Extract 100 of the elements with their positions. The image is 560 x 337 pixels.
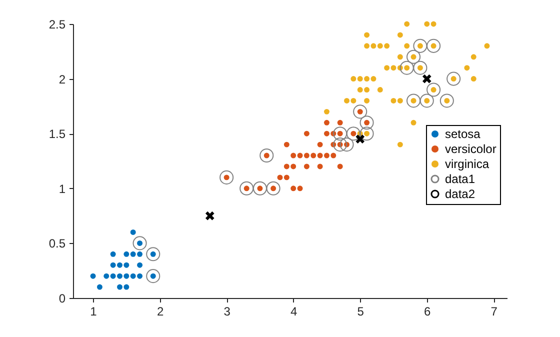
point xyxy=(205,210,215,221)
point xyxy=(124,284,130,290)
point xyxy=(324,152,330,158)
point xyxy=(110,273,116,279)
point xyxy=(324,108,330,114)
point xyxy=(110,251,116,257)
point xyxy=(340,138,354,152)
point xyxy=(130,251,136,257)
point xyxy=(384,65,390,71)
point xyxy=(104,273,110,279)
point xyxy=(90,273,96,279)
point xyxy=(470,76,476,82)
legend-label: setosa xyxy=(445,127,481,141)
x-tick-label: 4 xyxy=(290,304,298,318)
point xyxy=(484,43,490,49)
point xyxy=(146,247,160,262)
point xyxy=(426,82,441,97)
point xyxy=(260,148,274,163)
point xyxy=(370,76,376,82)
point xyxy=(364,98,370,104)
point xyxy=(397,32,403,38)
point xyxy=(117,273,122,279)
point xyxy=(330,152,336,158)
point xyxy=(96,284,102,290)
point xyxy=(360,116,374,130)
x-tick-label: 3 xyxy=(224,304,231,318)
point xyxy=(410,120,416,126)
point xyxy=(290,164,296,170)
y-tick-label: 1.5 xyxy=(48,127,66,142)
point xyxy=(110,262,116,268)
point xyxy=(290,152,296,158)
point xyxy=(350,76,356,82)
point xyxy=(377,43,383,49)
point xyxy=(420,94,434,108)
point xyxy=(333,138,348,152)
point xyxy=(430,21,436,27)
point xyxy=(317,152,323,158)
point xyxy=(304,152,310,158)
x-tick-label: 5 xyxy=(357,304,364,318)
point xyxy=(324,130,330,136)
x-tick-label: 7 xyxy=(490,304,498,318)
point xyxy=(290,186,296,192)
point xyxy=(384,43,390,49)
point xyxy=(137,273,143,279)
point xyxy=(337,164,343,170)
x-tick-label: 6 xyxy=(424,304,432,318)
y-tick-label: 2.5 xyxy=(48,18,66,32)
y-tick-label: 1 xyxy=(58,182,66,196)
point xyxy=(130,230,136,235)
point xyxy=(353,104,368,119)
point xyxy=(357,76,363,82)
point xyxy=(337,120,343,126)
point xyxy=(284,164,290,170)
legend-label: data2 xyxy=(445,187,476,201)
point xyxy=(350,98,356,104)
point xyxy=(404,21,410,27)
point xyxy=(317,164,323,170)
point xyxy=(364,32,370,38)
point xyxy=(404,43,410,49)
point xyxy=(426,38,441,53)
point xyxy=(360,126,374,141)
point xyxy=(413,60,428,75)
point xyxy=(284,174,290,180)
point xyxy=(146,269,160,284)
y-tick-label: 2 xyxy=(58,72,66,86)
point xyxy=(355,134,365,144)
point xyxy=(413,38,428,53)
point xyxy=(364,76,370,82)
legend-label: data1 xyxy=(445,172,476,186)
point xyxy=(124,262,130,268)
point xyxy=(357,87,363,92)
point xyxy=(310,152,316,158)
point xyxy=(132,236,147,250)
point xyxy=(364,87,370,92)
point xyxy=(317,142,323,148)
point xyxy=(117,262,122,268)
point xyxy=(124,273,130,279)
point xyxy=(446,72,461,86)
point xyxy=(377,87,383,92)
x-tick-label: 1 xyxy=(90,304,98,318)
point xyxy=(297,186,303,192)
point xyxy=(284,142,290,148)
point xyxy=(220,170,234,184)
point xyxy=(124,251,130,257)
point xyxy=(333,126,348,141)
point xyxy=(304,164,310,170)
point xyxy=(390,98,396,104)
point xyxy=(304,130,310,136)
point xyxy=(252,181,267,196)
point xyxy=(137,251,143,257)
point xyxy=(346,126,360,141)
y-tick-label: 0 xyxy=(58,292,66,306)
point xyxy=(130,273,136,279)
point xyxy=(397,98,403,104)
point xyxy=(464,65,470,71)
point xyxy=(240,181,254,196)
point xyxy=(117,284,122,290)
point xyxy=(266,181,280,196)
point xyxy=(406,50,421,64)
point xyxy=(397,54,403,60)
